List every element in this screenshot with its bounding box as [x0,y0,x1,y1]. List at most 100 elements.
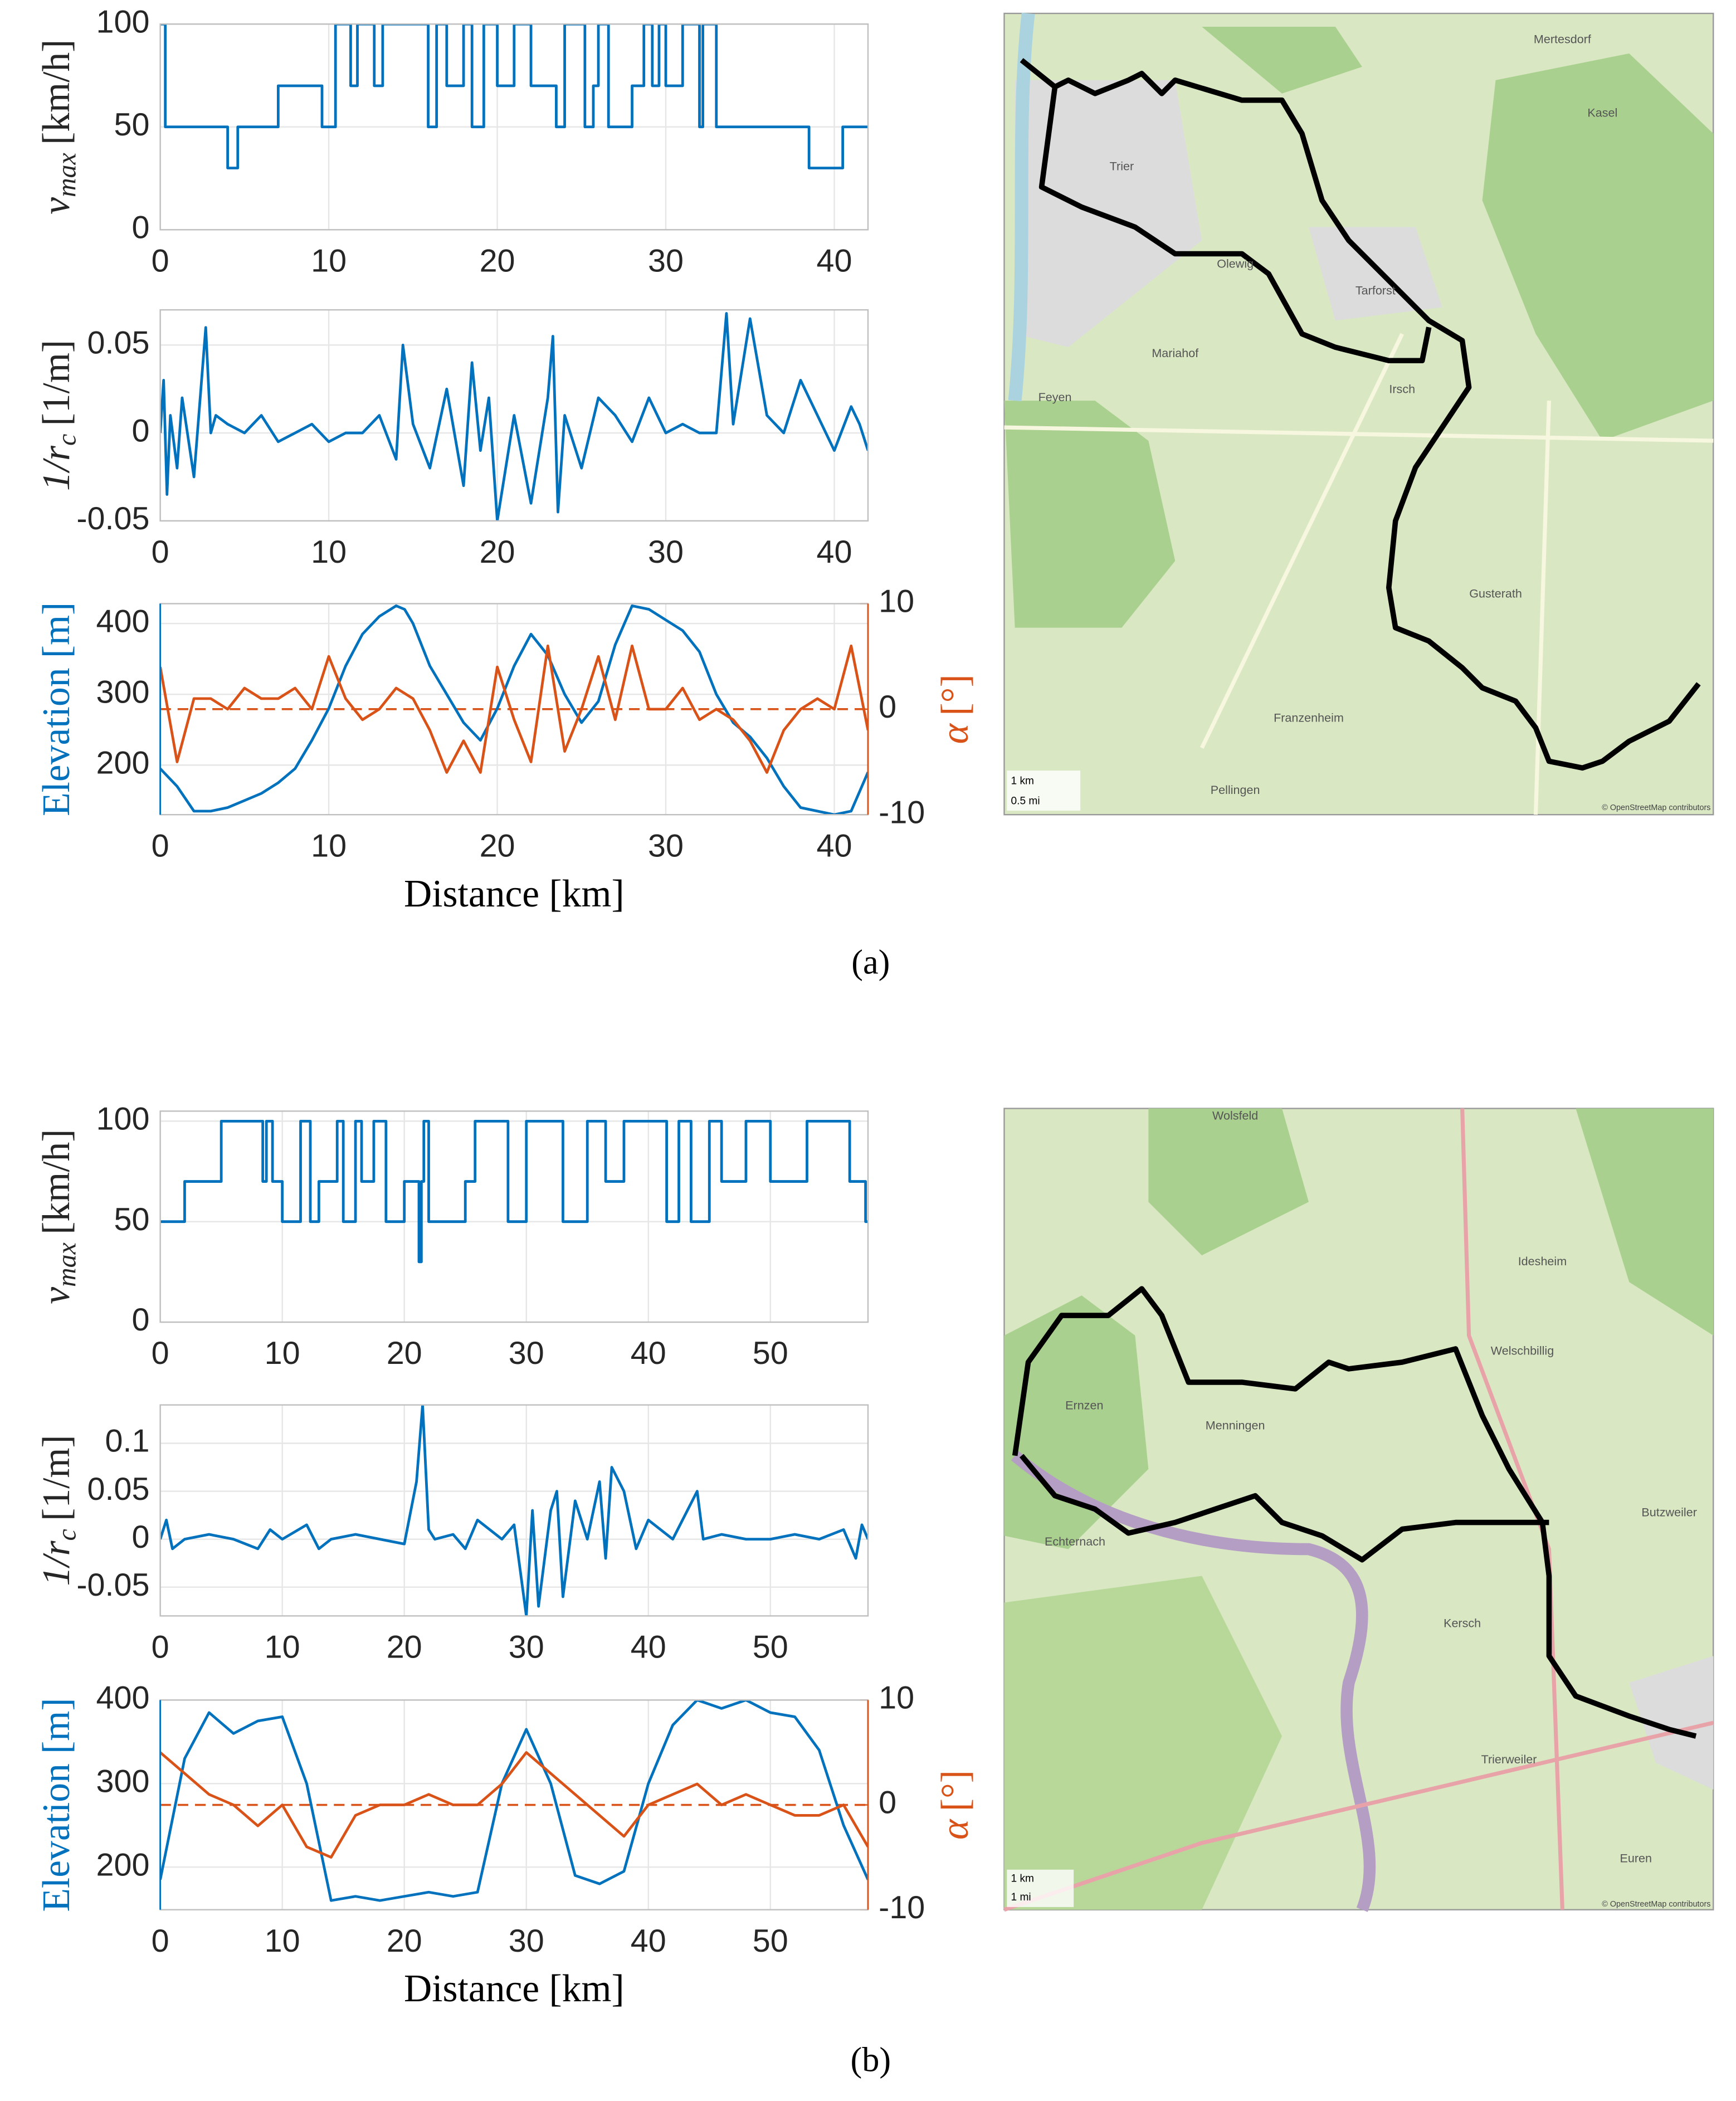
data-line [160,1405,868,1616]
x-tick-label: 0 [152,1923,169,1959]
axis-label-subscript: max [52,153,82,197]
caption: (b) [850,2041,891,2079]
x-tick-label: 20 [480,828,515,864]
y-tick-label: 0 [131,413,149,449]
map-label: Euren [1620,1851,1652,1865]
axis-label-symbol: 1/r [35,445,78,491]
x-tick-label: 20 [387,1923,422,1959]
x-tick-label: 20 [387,1335,422,1371]
axis-label-unit: [1/m] [35,1435,78,1520]
map-attribution: © OpenStreetMap contributors [1602,1900,1710,1909]
y-tick-label: 400 [96,603,149,639]
lines [160,1405,868,1616]
axis-label-unit: [km/h] [35,40,78,145]
y-tick-label: 100 [96,1101,149,1137]
x-tick-label: 40 [631,1923,666,1959]
lines [160,604,868,815]
y-tick-label: 0 [131,210,149,246]
map-label: Trier [1110,159,1134,173]
map-label: Ernzen [1065,1398,1103,1412]
x-tick-label: 10 [265,1629,300,1665]
axis-label-unit: [1/m] [35,340,78,426]
x-tick-label: 0 [152,828,169,864]
map-label: Mertesdorf [1534,32,1592,46]
y2-tick-label: 0 [879,689,896,725]
y-tick-label: 200 [96,1847,149,1883]
map-label: Irsch [1389,382,1415,396]
x-tick-label: 0 [152,243,169,279]
x-tick-label: 50 [753,1923,788,1959]
y-tick-label: 0.05 [87,325,150,360]
x-tick-label: 40 [631,1335,666,1371]
lines [160,312,868,521]
axis-label: 1/rc [1/m] [35,340,82,491]
y2-tick-label: 10 [879,584,914,620]
x-tick-label: 10 [311,534,347,570]
y2-tick-label: -10 [879,1890,925,1925]
caption: (a) [851,943,890,981]
map-label: Gusterath [1469,586,1522,600]
lines [160,24,868,170]
map-scale: 1 km [1011,1873,1034,1885]
data-line [160,312,868,521]
y-tick-label: -0.05 [76,1567,149,1603]
axis-label-unit: [°] [934,1770,977,1811]
axis-label: Elevation [m] [35,602,78,816]
y-tick-label: 200 [96,745,149,781]
data-line [160,24,868,170]
axes-box [159,23,869,231]
axis-label: α [°] [934,674,977,744]
map-scale: 1 mi [1011,1892,1031,1903]
axis-label-subscript: c [52,434,82,446]
data-line [160,1119,868,1264]
x-tick-label: 40 [817,534,852,570]
map-label: Trierweiler [1481,1752,1537,1766]
y2-tick-label: 0 [879,1785,896,1821]
map-label: Kersch [1444,1616,1481,1630]
axis-label-unit: [°] [934,674,977,715]
map-attribution: © OpenStreetMap contributors [1602,803,1710,812]
axis-label-subscript: max [52,1242,82,1287]
x-tick-label: 20 [480,243,515,279]
map-label: Tarforst [1355,283,1396,297]
x-tick-label: 30 [509,1335,544,1371]
axis-label-symbol: v [35,197,78,215]
x-tick-label: 40 [631,1629,666,1665]
axis-label-symbol: v [35,1287,78,1304]
y-tick-label: 300 [96,674,149,710]
y2-tick-label: -10 [879,794,925,830]
plot-area [160,1111,869,1323]
plot-area [160,1405,869,1616]
x-tick-label: 20 [480,534,515,570]
map-label: Idesheim [1518,1254,1567,1268]
x-tick-label: 20 [387,1629,422,1665]
map-label: Menningen [1206,1418,1265,1432]
y-tick-label: 0.1 [105,1424,149,1459]
map-label: Pellingen [1211,783,1260,797]
y-tick-label: 0.05 [87,1471,150,1507]
x-tick-label: 40 [817,828,852,864]
x-tick-label: 10 [311,828,347,864]
y2-tick-label: 10 [879,1680,914,1716]
plot: 0 10 20 30 40 50 0 50 100 vmax [km/h] [35,1101,869,1371]
x-tick-label: 10 [265,1335,300,1371]
x-axis-label: Distance [km] [404,872,625,915]
data-line [160,1700,868,1902]
plot: 0 10 20 30 40 0 50 100 vmax [km/h] [35,4,869,279]
x-tick-label: 40 [817,243,852,279]
map-scale: 0.5 mi [1011,795,1040,807]
x-tick-label: 30 [509,1923,544,1959]
map-label: Olewig [1217,256,1254,270]
x-tick-label: 50 [753,1629,788,1665]
data-line [160,1751,868,1859]
axis-label: Elevation [m] [35,1698,78,1912]
plot: 0 10 20 30 40 200 300 400 -10 0 10 Elevation [m] α [°… [35,584,977,915]
axis-label-symbol: α [934,1819,977,1840]
y-tick-label: 0 [131,1302,149,1338]
x-axis-label: Distance [km] [404,1967,625,2010]
lines [160,1700,868,1902]
axis-label-unit: [km/h] [35,1129,78,1235]
